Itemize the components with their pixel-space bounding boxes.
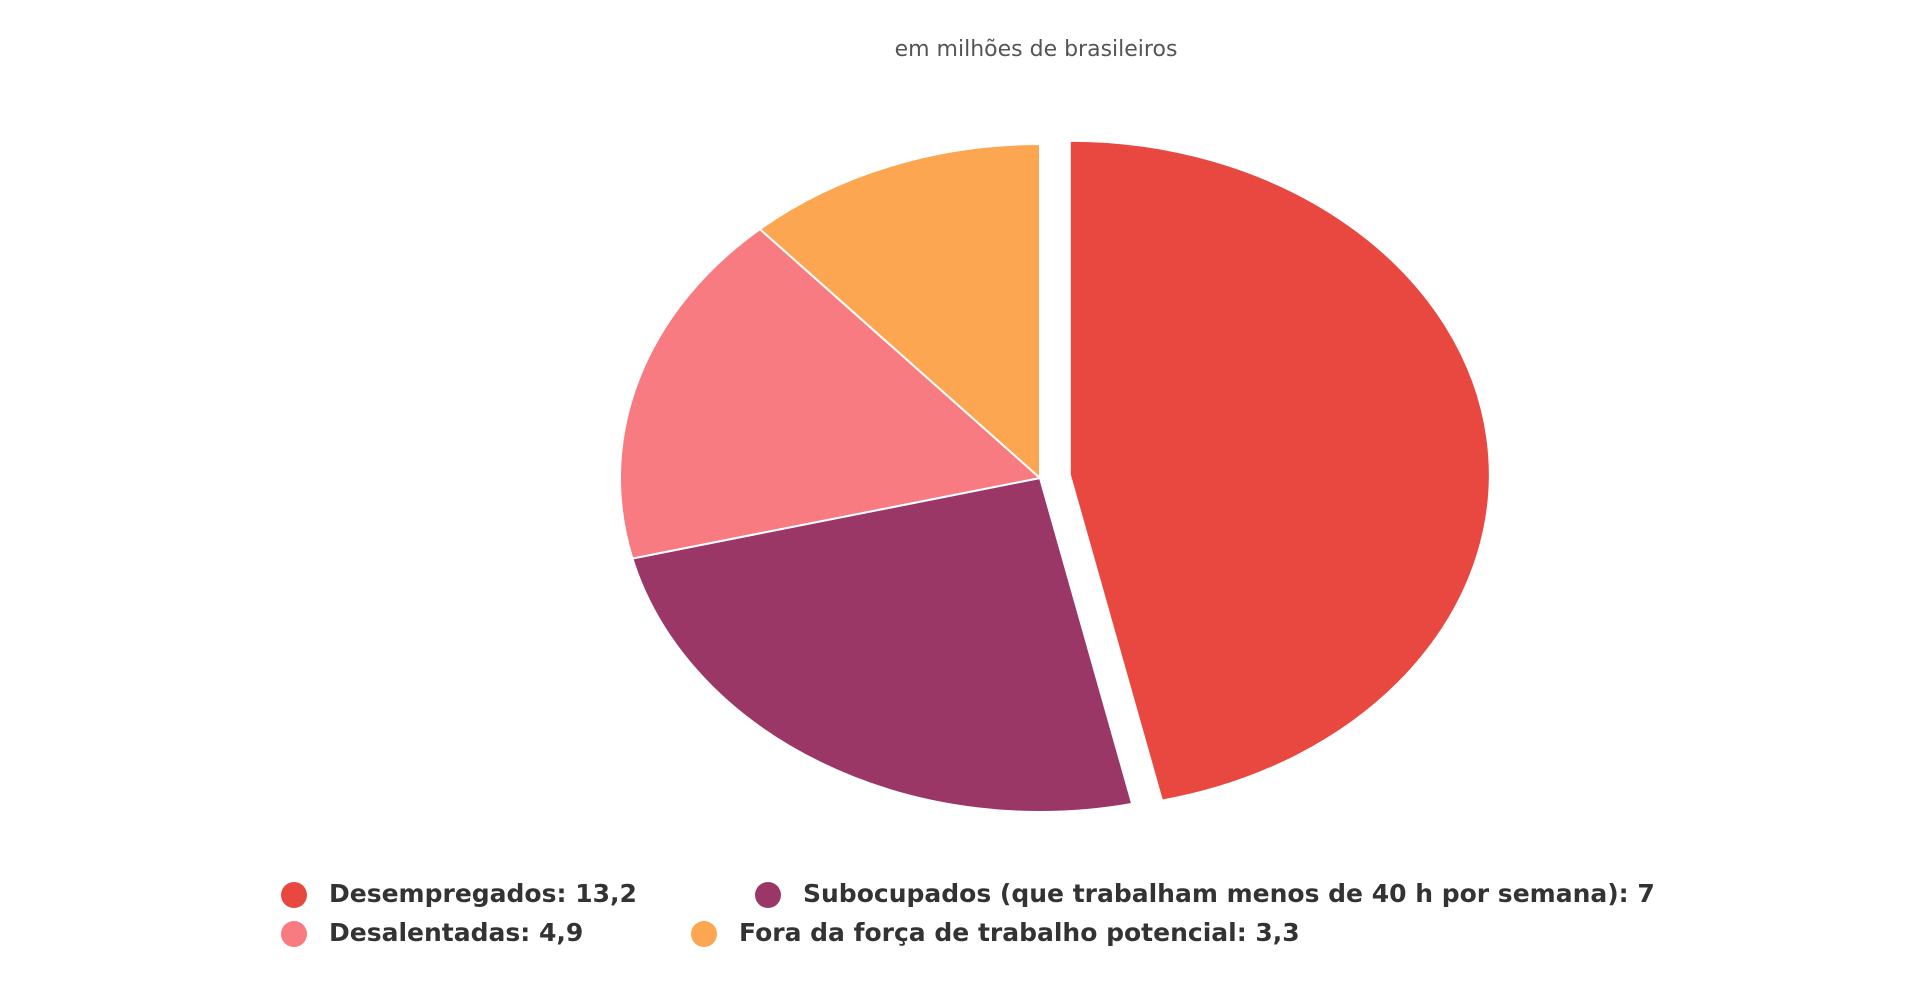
legend-label: Desalentadas: 4,9: [329, 918, 583, 947]
legend-label: Fora da força de trabalho potencial: 3,3: [739, 918, 1300, 947]
chart-subtitle: em milhões de brasileiros: [895, 37, 1178, 62]
pie-slice: [619, 227, 1043, 560]
legend-marker: [691, 921, 717, 947]
legend-marker: [755, 882, 781, 908]
pie-slice: [758, 142, 1041, 481]
legend-marker: [281, 921, 307, 947]
legend-marker: [281, 882, 307, 908]
pie-slice: [631, 476, 1134, 813]
pie-slice: [1068, 139, 1491, 802]
legend-label: Desempregados: 13,2: [329, 879, 637, 908]
legend-label: Subocupados (que trabalham menos de 40 h…: [803, 879, 1655, 908]
